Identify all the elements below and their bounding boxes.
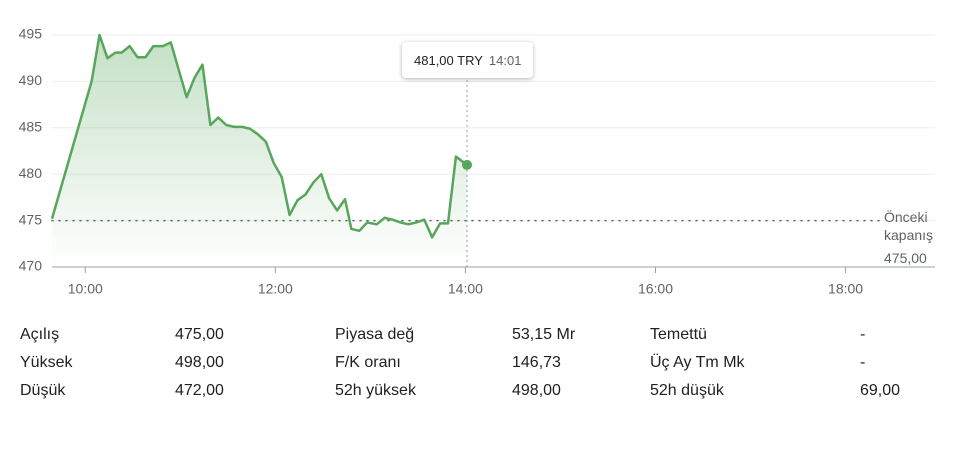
y-tick-label: 480 <box>19 165 43 181</box>
x-tick-label: 14:00 <box>448 281 483 297</box>
last-point <box>462 159 472 170</box>
stat-label: 52h düşük <box>650 382 724 399</box>
stat-label: Temettü <box>650 326 707 343</box>
x-tick-label: 12:00 <box>258 281 293 297</box>
stat-value: 498,00 <box>512 382 561 399</box>
area <box>52 35 467 267</box>
stat-label: F/K oranı <box>335 354 401 371</box>
tooltip: 481,00 TRY 14:01 <box>402 42 534 78</box>
stat-label: Piyasa değ <box>335 326 415 343</box>
y-tick-label: 490 <box>19 72 43 88</box>
stat-label: Açılış <box>20 326 60 343</box>
y-tick-label: 470 <box>19 258 43 274</box>
chart: 470 475 480 485 490 495 10:00 12:00 14:00 16:00 18… <box>19 26 935 297</box>
x-tick-label: 18:00 <box>828 281 863 297</box>
y-tick-label: 475 <box>19 211 43 227</box>
y-tick-label: 485 <box>19 119 43 135</box>
stat-value: - <box>860 354 866 371</box>
reference-value: 475,00 <box>884 250 927 266</box>
price-line <box>50 33 468 239</box>
stat-value: 53,15 Mr <box>512 326 576 343</box>
stat-value: 498,00 <box>175 354 224 371</box>
stat-value: - <box>860 326 866 343</box>
stat-value: 472,00 <box>175 382 224 399</box>
y-tick-label: 495 <box>19 26 43 42</box>
tooltip-price: 481,00 TRY <box>414 52 483 68</box>
stat-label: Yüksek <box>20 354 73 371</box>
stat-label: Üç Ay Tm Mk <box>650 354 745 371</box>
stat-value: 475,00 <box>175 326 224 343</box>
stat-label: 52h yüksek <box>335 382 416 399</box>
x-tick-label: 10:00 <box>68 281 103 297</box>
stat-value: 69,00 <box>860 382 901 399</box>
stat-value: 146,73 <box>512 354 561 371</box>
stat-label: Düşük <box>20 382 66 399</box>
reference-label: Önceki kapanış <box>884 209 934 243</box>
tooltip-time: 14:01 <box>488 52 522 68</box>
x-tick-label: 16:00 <box>638 281 673 297</box>
